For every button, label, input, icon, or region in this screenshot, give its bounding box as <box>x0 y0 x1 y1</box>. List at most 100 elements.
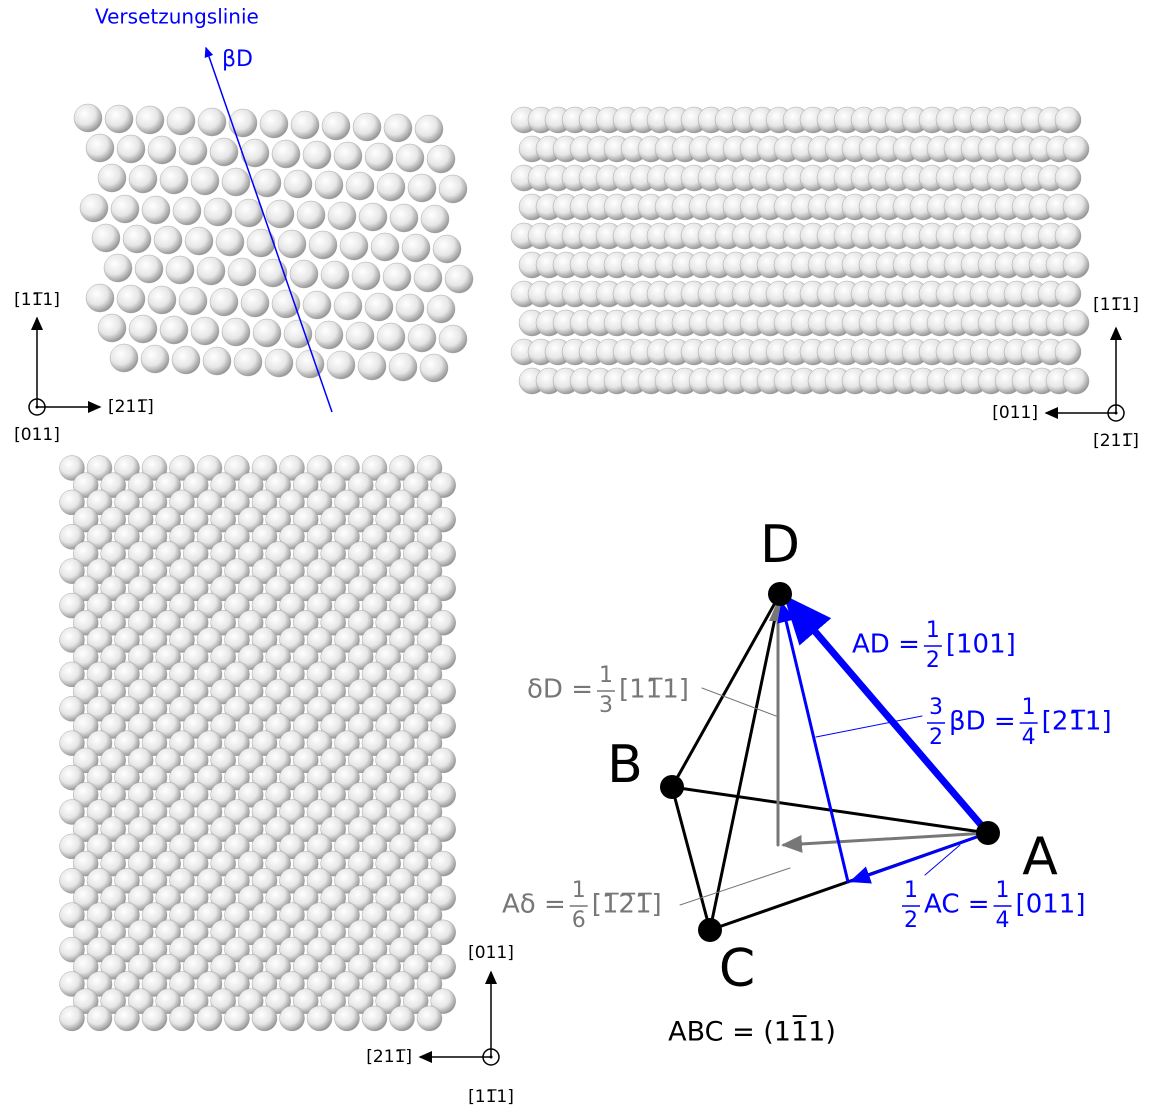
atom <box>377 323 405 351</box>
atom <box>291 111 319 139</box>
atom <box>80 194 108 222</box>
fraction-numerator: 1 <box>926 618 940 643</box>
atom <box>115 1006 140 1031</box>
atom <box>290 260 318 288</box>
atom <box>160 316 188 344</box>
atom <box>179 137 207 165</box>
atom <box>86 284 114 312</box>
atom <box>365 293 393 321</box>
atom <box>117 285 145 313</box>
annotation-vector: [101] <box>946 630 1016 660</box>
annotation-label: AC = <box>924 890 990 920</box>
atom <box>136 106 164 134</box>
fraction-denominator: 6 <box>572 908 586 933</box>
vertex-label: B <box>607 735 643 795</box>
atom <box>172 346 200 374</box>
vertex-label: C <box>719 939 755 999</box>
atom <box>272 290 300 318</box>
atom <box>185 227 213 255</box>
atom <box>280 1006 305 1031</box>
fraction-denominator: 2 <box>926 648 940 673</box>
atom <box>160 166 188 194</box>
annotation-vector: [11̅1] <box>619 675 689 705</box>
atom <box>346 172 374 200</box>
vertex-label: A <box>1022 827 1058 887</box>
atom <box>1063 136 1089 162</box>
fraction-numerator: 1 <box>572 878 586 903</box>
atom <box>414 264 442 292</box>
atom <box>111 195 139 223</box>
atom <box>334 142 362 170</box>
axis-label: [11̅1] <box>14 290 60 310</box>
atom <box>60 1006 85 1031</box>
vertex-label: D <box>760 515 800 575</box>
atom <box>104 254 132 282</box>
atom <box>396 294 424 322</box>
atom <box>86 134 114 162</box>
atom <box>303 141 331 169</box>
fraction-numerator: 1 <box>904 878 918 903</box>
atom <box>170 1006 195 1031</box>
atom <box>328 202 356 230</box>
atom <box>417 1006 442 1031</box>
atom <box>335 1006 360 1031</box>
axis-label: [11̅1] <box>468 1087 514 1107</box>
atom <box>427 145 455 173</box>
axis-label: [011] <box>992 403 1038 423</box>
atom <box>307 1006 332 1031</box>
axis-label: [211̅] <box>366 1047 412 1067</box>
fraction-denominator: 2 <box>904 908 918 933</box>
atom <box>384 114 412 142</box>
atom <box>1055 339 1081 365</box>
atom <box>1055 223 1081 249</box>
axis-label: [11̅1] <box>1093 295 1139 315</box>
atom <box>1063 194 1089 220</box>
atom <box>204 198 232 226</box>
atom <box>154 226 182 254</box>
atom <box>241 289 269 317</box>
atom <box>198 108 226 136</box>
atom <box>421 205 449 233</box>
atom <box>142 196 170 224</box>
atom <box>167 107 195 135</box>
atom <box>179 287 207 315</box>
atom <box>141 345 169 373</box>
atom <box>427 295 455 323</box>
annotation-label: AD = <box>852 630 920 660</box>
atom <box>1055 281 1081 307</box>
atom <box>408 324 436 352</box>
fraction-denominator: 3 <box>599 693 613 718</box>
axis-label: [211̅] <box>1093 431 1139 451</box>
atom <box>98 314 126 342</box>
atom <box>415 115 443 143</box>
atom <box>408 174 436 202</box>
atom <box>117 135 145 163</box>
fraction-denominator: 4 <box>996 908 1010 933</box>
atom <box>309 231 337 259</box>
fraction-numerator: 1 <box>1022 695 1036 720</box>
axis-label: [011] <box>468 943 514 963</box>
atom <box>445 265 473 293</box>
atom <box>327 351 355 379</box>
atom <box>353 113 381 141</box>
atom <box>92 224 120 252</box>
atom <box>439 325 467 353</box>
atom <box>402 234 430 262</box>
fraction-numerator: 3 <box>929 695 943 720</box>
atom <box>234 348 262 376</box>
atom <box>197 257 225 285</box>
atom <box>235 199 263 227</box>
fraction-numerator: 1 <box>599 663 613 688</box>
atom <box>148 136 176 164</box>
atom <box>210 138 238 166</box>
axis-label: [011] <box>14 425 60 445</box>
diagram: Versetzungslinie βD [11̅1] [211̅] [011] … <box>0 0 1153 1111</box>
atom <box>225 1006 250 1031</box>
atom <box>315 321 343 349</box>
atom <box>321 261 349 289</box>
atom <box>420 354 448 382</box>
atom <box>173 197 201 225</box>
atom <box>203 347 231 375</box>
atom <box>284 170 312 198</box>
atom <box>359 203 387 231</box>
